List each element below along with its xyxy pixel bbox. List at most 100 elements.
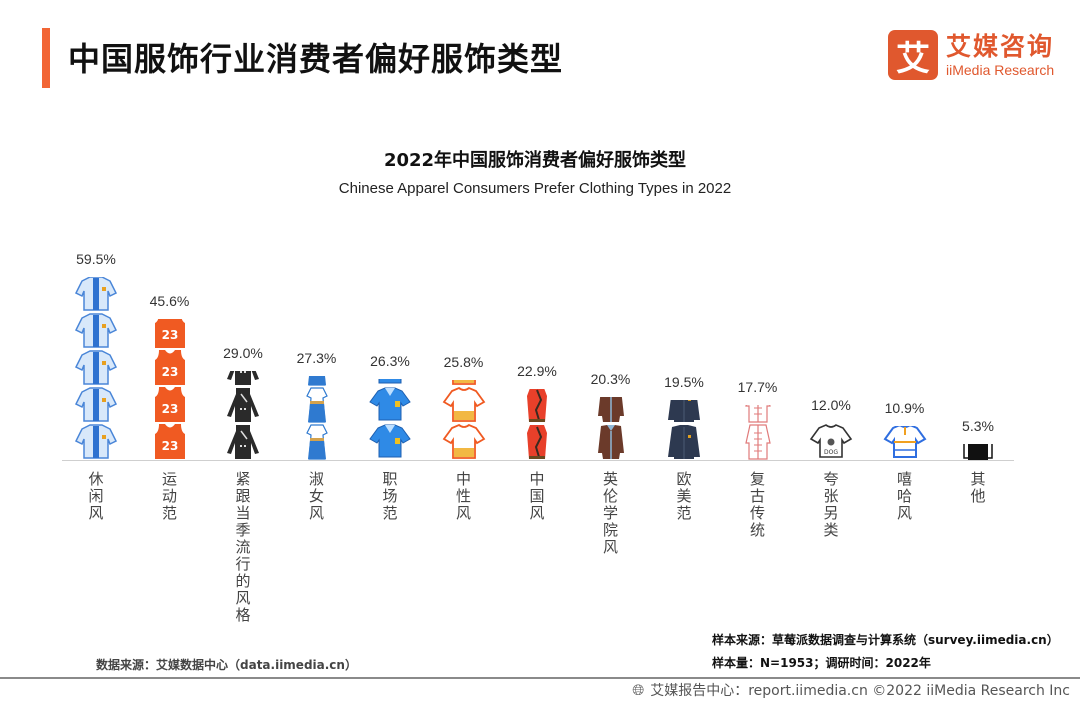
category-label: 欧美范 [676,470,692,522]
chart-column: 45.6% 23 23 23 23 [135,293,205,460]
hiphop-tee-icon [883,426,927,460]
icon-stack [282,376,352,460]
category-label: 中性风 [455,470,471,522]
casual-shirt-icon [74,386,118,423]
chart-column: 29.0% [208,345,278,460]
page-title: 中国服饰行业消费者偏好服饰类型 [68,40,564,78]
category-label: 淑女风 [308,470,324,522]
icon-stack [61,277,131,460]
brand-logo: 艾 艾媒咨询 iiMedia Research [888,30,1054,80]
value-label: 12.0% [811,397,851,413]
tshirt-icon [442,380,486,386]
category-label: 职场范 [382,470,398,522]
icon-stack [429,380,499,460]
lady-dress-icon [295,386,339,423]
category-label: 其他 [970,470,986,505]
polo-shirt-icon [368,423,412,460]
lady-dress-icon [295,376,339,386]
chart-column: 17.7% [723,379,793,460]
tang-suit-icon [736,423,780,460]
tang-suit-icon [736,405,780,423]
value-label: 5.3% [962,418,994,434]
value-label: 59.5% [76,251,116,267]
basketball-jersey-icon: 23 [148,319,192,349]
value-label: 22.9% [517,363,557,379]
chart-column: 5.3% [943,418,1013,460]
icon-stack [355,379,425,460]
value-label: 29.0% [223,345,263,361]
chart-column: 26.3% [355,353,425,460]
tshirt-icon [442,386,486,423]
value-label: 17.7% [737,379,778,395]
footer-text: 艾媒报告中心：report.iimedia.cn ©2022 iiMedia R… [650,683,1070,699]
category-label: 运动范 [161,470,177,522]
category-label: 紧跟当季流行的风格 [235,470,251,624]
value-label: 25.8% [443,354,484,370]
basketball-jersey-icon: 23 [148,349,192,386]
value-label: 27.3% [296,350,337,366]
value-label: 26.3% [370,353,410,369]
denim-jacket-icon [662,423,706,460]
svg-text:23: 23 [161,328,178,342]
data-source: 数据来源：艾媒数据中心（data.iimedia.cn） [96,658,357,672]
polo-shirt-icon [368,386,412,423]
value-label: 19.5% [664,374,704,390]
chart-subtitle: Chinese Apparel Consumers Prefer Clothin… [338,180,732,197]
category-label: 休闲风 [88,470,104,522]
denim-jacket-icon [662,400,706,423]
footer-divider [0,677,1080,679]
chart-column: 19.5% [649,374,719,460]
black-suit-icon [221,371,265,386]
x-axis-line [62,460,1014,461]
black-suit-icon [221,386,265,423]
casual-shirt-icon [74,277,118,312]
black-suit-icon [221,423,265,460]
svg-text:DOG: DOG [824,449,838,456]
other-garment-icon [956,444,1000,460]
icon-stack [723,405,793,460]
value-label: 20.3% [590,371,631,387]
category-label: 复古传统 [749,470,765,539]
icon-stack: DOG [796,423,866,460]
chart-column: 10.9% [870,400,940,460]
category-label: 夸张另类 [823,470,839,539]
chart-column: 25.8% [429,354,499,460]
casual-shirt-icon [74,349,118,386]
logo-name-cn: 艾媒咨询 [946,32,1055,61]
category-label: 嘻哈风 [896,470,912,522]
lady-dress-icon [295,423,339,460]
chart-column: 59.5% [61,251,131,460]
icon-stack: 23 23 23 23 [135,319,205,460]
icon-stack [870,426,940,460]
chart-column: 22.9% [502,363,572,460]
tshirt-icon [442,423,486,460]
trench-coat-icon [589,423,633,460]
svg-text:23: 23 [161,439,178,453]
icon-stack [208,371,278,460]
value-label: 10.9% [884,400,925,416]
casual-shirt-icon [74,423,118,460]
chart-title: 2022年中国服饰消费者偏好服饰类型 [383,150,687,171]
qipao-icon [515,423,559,460]
globe-icon: 🌐︎ [632,681,645,699]
trench-coat-icon [589,397,633,423]
value-label: 45.6% [149,293,190,309]
icon-stack [502,389,572,460]
logo-name-en: iiMedia Research [946,62,1055,78]
sample-size: 样本量：N=1953；调研时间：2022年 [712,656,931,670]
sample-source: 样本来源：草莓派数据调查与计算系统（survey.iimedia.cn） [712,633,1059,647]
qipao-icon [515,389,559,423]
polo-shirt-icon [368,379,412,386]
chart-column: 27.3% [282,350,352,460]
category-label: 英伦学院风 [602,470,618,556]
icon-stack [576,397,646,460]
basketball-jersey-icon: 23 [148,423,192,460]
svg-text:23: 23 [161,402,178,416]
basketball-jersey-icon: 23 [148,386,192,423]
svg-text:23: 23 [161,365,178,379]
footer: 🌐︎ 艾媒报告中心：report.iimedia.cn ©2022 iiMedi… [632,680,1070,700]
icon-stack [943,444,1013,460]
title-accent-bar [42,28,50,88]
logo-mark-icon: 艾 [888,30,938,80]
icon-stack [649,400,719,460]
